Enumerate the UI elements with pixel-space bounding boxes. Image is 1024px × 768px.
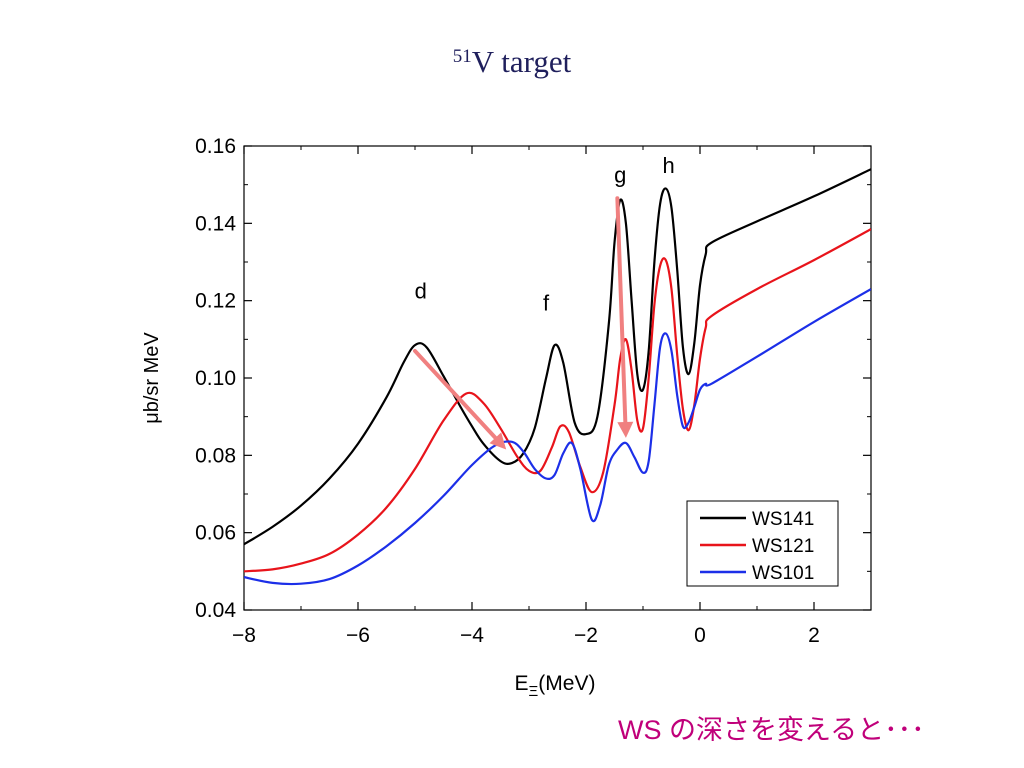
peak-label-d: d (415, 279, 427, 304)
y-tick-label: 0.08 (195, 444, 236, 467)
peak-label-h: h (663, 153, 675, 178)
peak-label-f: f (543, 290, 550, 315)
shift-arrow-head-1 (489, 432, 507, 450)
x-axis-label-sub: Ξ (529, 683, 539, 700)
y-tick-label: 0.10 (195, 367, 236, 390)
legend-label-ws101: WS101 (752, 563, 814, 584)
shift-arrow-shaft-2 (615, 196, 628, 424)
x-axis-label-unit: (MeV) (538, 672, 595, 695)
y-tick-label: 0.12 (195, 290, 236, 313)
peak-label-g: g (614, 163, 626, 188)
x-axis-label: EΞ(MeV) (515, 672, 596, 700)
legend-label-ws141: WS141 (752, 509, 814, 530)
series-line-ws141 (244, 168, 871, 546)
x-tick-label: 0 (694, 624, 706, 647)
title-superscript: 51 (452, 46, 472, 67)
y-tick-label: 0.14 (195, 212, 236, 235)
caption-text: WS の深さを変えると･･･ (618, 715, 925, 745)
shift-arrow-shaft-1 (413, 348, 498, 440)
slide-title: 51V target (0, 44, 1024, 80)
title-text: V target (471, 44, 572, 79)
y-axis-label: μb/sr MeV (141, 332, 163, 424)
legend-box (686, 500, 839, 587)
series-line-ws121 (244, 228, 871, 573)
y-tick-label: 0.06 (195, 522, 236, 545)
x-tick-label: −6 (346, 624, 370, 647)
x-tick-label: −8 (232, 624, 256, 647)
legend-label-ws121: WS121 (752, 536, 814, 557)
x-tick-label: −2 (574, 624, 598, 647)
y-tick-label: 0.16 (195, 135, 236, 158)
y-tick-label: 0.04 (195, 599, 236, 622)
series-line-ws101 (244, 288, 871, 586)
legend: WS141 WS121 WS101 (686, 500, 839, 587)
x-axis-label-main: E (515, 672, 529, 695)
shift-arrow-head-2 (617, 421, 634, 438)
x-tick-label: 2 (808, 624, 820, 647)
x-tick-label: −4 (460, 624, 484, 647)
